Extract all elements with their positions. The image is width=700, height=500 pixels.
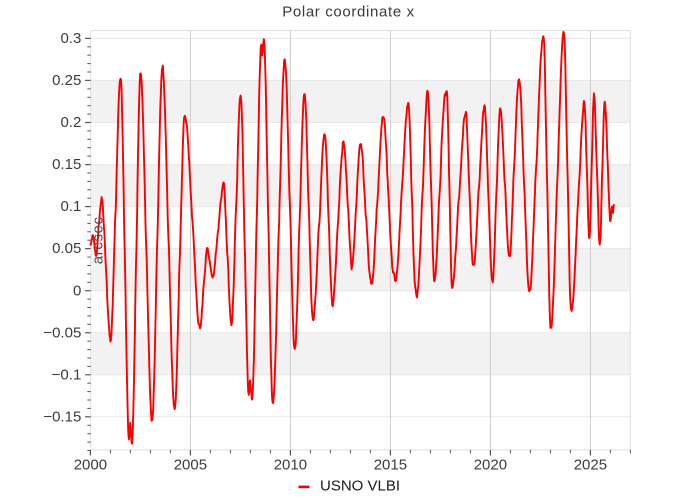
svg-text:0.2: 0.2 <box>60 114 81 131</box>
svg-text:2020: 2020 <box>474 457 507 474</box>
svg-text:0.25: 0.25 <box>52 72 81 89</box>
svg-text:0.3: 0.3 <box>60 30 81 47</box>
svg-text:arcsec: arcsec <box>90 216 107 264</box>
svg-text:Polar coordinate x: Polar coordinate x <box>282 4 415 21</box>
svg-text:2000: 2000 <box>74 457 107 474</box>
svg-text:2025: 2025 <box>574 457 607 474</box>
svg-text:2015: 2015 <box>374 457 407 474</box>
svg-text:−0.05: −0.05 <box>43 324 81 341</box>
svg-text:0.1: 0.1 <box>60 198 81 215</box>
svg-text:−0.1: −0.1 <box>52 366 82 383</box>
svg-text:−0.15: −0.15 <box>43 408 81 425</box>
svg-text:2005: 2005 <box>174 457 207 474</box>
svg-text:2010: 2010 <box>274 457 307 474</box>
svg-text:0: 0 <box>73 282 81 299</box>
svg-text:0.05: 0.05 <box>52 240 81 257</box>
svg-text:USNO VLBI: USNO VLBI <box>320 478 400 495</box>
svg-text:0.15: 0.15 <box>52 156 81 173</box>
